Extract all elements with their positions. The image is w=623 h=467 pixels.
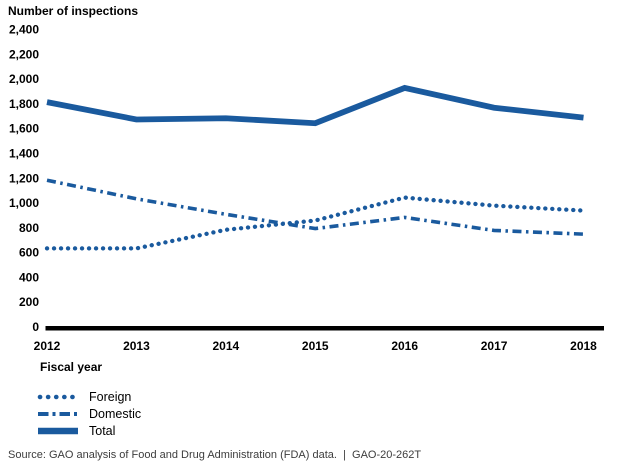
- y-axis-tick-label: 1,800: [9, 97, 39, 111]
- legend-swatch-total-icon: [38, 427, 78, 435]
- legend-row-domestic: Domestic: [37, 406, 141, 422]
- y-axis-tick-label: 200: [19, 295, 39, 309]
- legend-row-foreign: Foreign: [37, 389, 141, 405]
- x-axis-tick-label: 2013: [123, 339, 150, 353]
- y-axis-tick-label: 2,400: [9, 23, 39, 37]
- y-axis-tick-label: 0: [32, 320, 39, 334]
- legend-label-foreign: Foreign: [89, 390, 132, 404]
- y-axis-title: Number of inspections: [8, 4, 139, 18]
- x-axis-tick-label: 2017: [481, 339, 508, 353]
- x-axis-tick-label: 2014: [212, 339, 239, 353]
- y-axis-tick-label: 2,000: [9, 72, 39, 86]
- y-axis-tick-label: 1,200: [9, 171, 39, 185]
- y-axis-tick-label: 600: [19, 246, 39, 260]
- y-axis-tick-label: 400: [19, 270, 39, 284]
- legend-row-total: Total: [37, 423, 141, 439]
- x-axis-title: Fiscal year: [40, 360, 103, 374]
- y-axis-tick-label: 1,400: [9, 146, 39, 160]
- x-axis-tick-label: 2012: [34, 339, 61, 353]
- series-line-foreign: [44, 195, 586, 251]
- legend-label-domestic: Domestic: [89, 407, 142, 421]
- x-axis-tick-label: 2016: [391, 339, 418, 353]
- x-axis-tick-label: 2015: [302, 339, 329, 353]
- x-axis-line: [45, 326, 604, 331]
- series-line-total: [46, 84, 584, 127]
- y-axis-tick-label: 1,600: [9, 122, 39, 136]
- legend-label-total: Total: [89, 424, 116, 438]
- y-axis-tick-label: 800: [19, 221, 39, 235]
- source-note: Source: GAO analysis of Food and Drug Ad…: [8, 449, 422, 461]
- legend-swatch-domestic-icon: [38, 412, 79, 416]
- x-axis-tick-label: 2018: [570, 339, 597, 353]
- y-axis-tick-label: 1,000: [9, 196, 39, 210]
- legend: Foreign Domestic Total: [37, 389, 141, 440]
- series-line-domestic: [46, 178, 584, 236]
- y-axis-tick-label: 2,200: [9, 47, 39, 61]
- chart-canvas: 0 200 400 600 800 1,000 1,200 1,400 1,600 1,800 2,…: [9, 23, 604, 353]
- legend-swatch-foreign-icon: [37, 394, 80, 400]
